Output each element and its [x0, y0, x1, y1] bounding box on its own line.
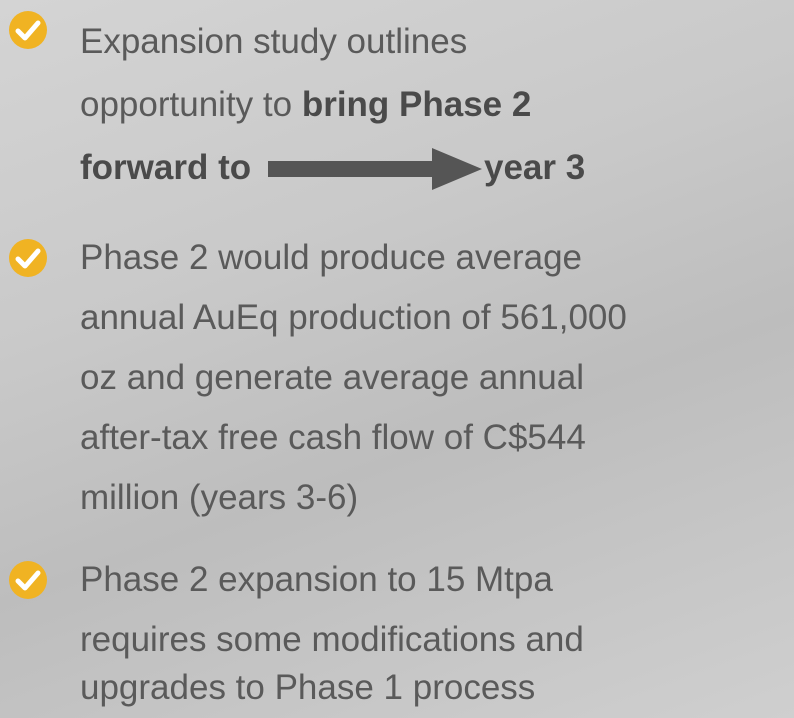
bullet-line: annual AuEq production of 561,000 — [80, 288, 627, 348]
bullet-line: after-tax free cash flow of C$544 — [80, 408, 586, 468]
text: Expansion study outlines — [80, 22, 468, 61]
bullet-line: Expansion study outlines — [80, 12, 467, 72]
bullet-line: opportunity to bring Phase 2 — [80, 75, 531, 135]
text: Phase 2 would produce average — [80, 238, 583, 277]
text: oz and generate average annual — [80, 358, 585, 397]
text: after-tax free cash flow of C$544 — [80, 418, 586, 457]
text: annual AuEq production of 561,000 — [80, 298, 627, 337]
text: Phase 2 expansion to 15 Mtpa — [80, 560, 553, 599]
bullet-line: oz and generate average annual — [80, 348, 584, 408]
check-icon — [9, 561, 47, 599]
check-icon — [9, 11, 47, 49]
bullet-line: Phase 2 would produce average — [80, 228, 582, 288]
bold-text: bring Phase 2 — [301, 85, 532, 124]
bullet-line: forward to year 3 — [80, 138, 585, 198]
bullet-line: upgrades to Phase 1 process — [80, 658, 535, 718]
text: upgrades to Phase 1 process — [80, 668, 536, 707]
arrow — [268, 148, 482, 190]
bullet-line: requires some modifications and — [80, 610, 584, 670]
text: million (years 3-6) — [80, 478, 359, 517]
text: opportunity to — [80, 85, 302, 124]
check-icon — [9, 239, 47, 277]
bold-text: year 3 — [484, 148, 586, 187]
bullet-line: million (years 3-6) — [80, 468, 358, 528]
bold-text: forward to — [80, 148, 252, 187]
bullet-line: Phase 2 expansion to 15 Mtpa — [80, 550, 553, 610]
text: requires some modifications and — [80, 620, 584, 659]
